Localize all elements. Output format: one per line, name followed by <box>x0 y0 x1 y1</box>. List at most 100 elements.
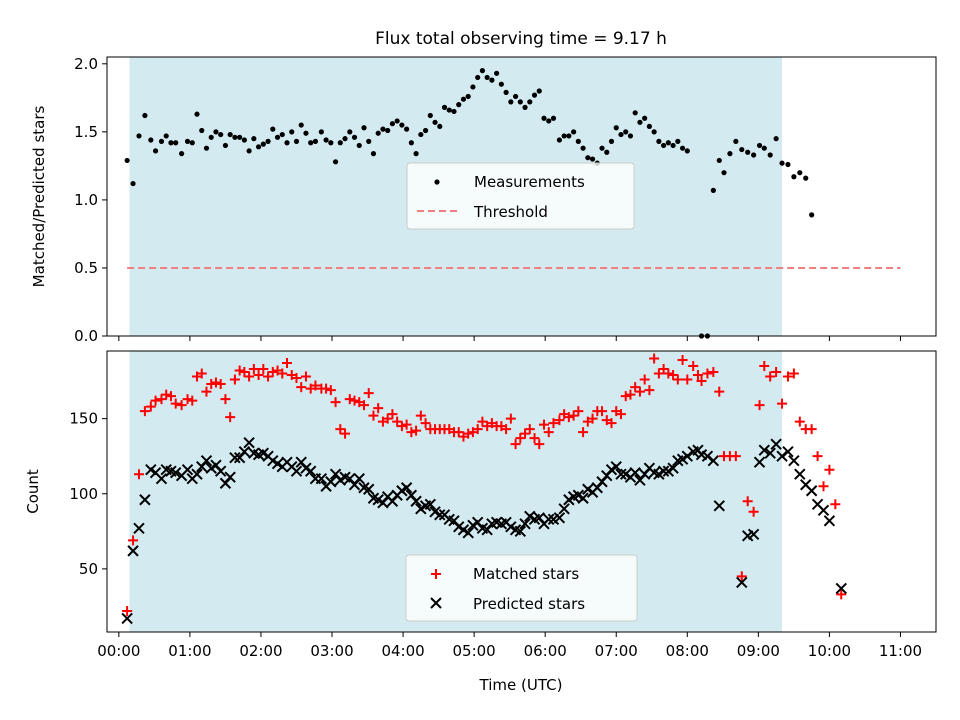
measurement-point <box>385 127 391 134</box>
matched-point <box>472 424 483 435</box>
measurement-point <box>498 81 504 87</box>
measurement-point <box>213 129 219 135</box>
matched-point <box>225 412 236 423</box>
matched-point <box>630 382 641 393</box>
matched-point <box>730 451 741 462</box>
matched-point <box>505 413 516 424</box>
measurement-point <box>791 174 797 180</box>
measurement-point <box>797 170 803 176</box>
x-tick-label: 11:00 <box>879 642 922 660</box>
matched-point <box>387 409 398 420</box>
matched-point <box>501 424 512 435</box>
chart-title: Flux total observing time = 9.17 h <box>375 29 667 49</box>
predicted-point <box>747 528 760 541</box>
matched-point <box>406 427 417 438</box>
measurement-point <box>803 175 809 181</box>
measurement-point <box>503 89 509 95</box>
measurement-point <box>767 152 773 158</box>
measurement-point <box>566 133 572 139</box>
measurement-point <box>623 129 629 135</box>
predicted-point <box>363 483 375 495</box>
measurement-point <box>413 151 419 157</box>
matched-point <box>658 364 669 375</box>
x-tick-label: 07:00 <box>595 642 638 660</box>
measurement-point <box>342 136 348 142</box>
matched-point <box>794 416 805 427</box>
predicted-point <box>133 522 145 535</box>
measurement-point <box>604 149 610 155</box>
measurement-point <box>370 151 377 157</box>
matched-point <box>788 368 799 379</box>
predicted-point <box>434 509 446 521</box>
measurement-point <box>710 187 716 193</box>
matched-point <box>335 424 346 435</box>
predicted-point <box>770 438 782 450</box>
matched-point <box>253 370 264 381</box>
measurement-point <box>733 138 739 144</box>
measurement-point <box>408 140 414 146</box>
top-marks <box>124 68 901 339</box>
matched-point <box>220 394 231 405</box>
measurement-point <box>142 112 148 119</box>
matched-point <box>639 374 650 385</box>
legend-matched-marker <box>431 569 441 579</box>
x-tick-label: 10:00 <box>808 642 851 660</box>
measurement-point <box>512 93 519 100</box>
measurement-point <box>632 110 638 116</box>
top-legend: Measurements Threshold <box>406 162 635 230</box>
measurement-point <box>184 138 191 144</box>
predicted-point <box>315 473 328 485</box>
matched-point <box>587 413 598 424</box>
predicted-point <box>615 468 627 480</box>
matched-point <box>714 386 725 397</box>
matched-point <box>170 398 181 409</box>
measurement-point <box>308 140 314 146</box>
top-axes-frame <box>106 56 937 337</box>
matched-point <box>215 379 226 390</box>
y-tick-label: 150 <box>69 410 98 428</box>
measurement-point <box>124 157 130 164</box>
measurement-point <box>289 129 295 135</box>
matched-point <box>736 571 747 582</box>
measurement-point <box>494 70 500 76</box>
measurement-point <box>265 138 271 144</box>
measurement-point <box>585 155 591 161</box>
matched-point <box>510 439 521 450</box>
matched-point <box>300 371 311 382</box>
matched-point <box>229 374 240 385</box>
matched-point <box>742 496 753 507</box>
predicted-point <box>410 495 422 507</box>
matched-point <box>453 427 464 438</box>
matched-point <box>258 364 269 375</box>
bottom-y-axis-label: Count <box>24 469 42 514</box>
matched-point <box>373 403 384 414</box>
matched-point <box>644 385 655 396</box>
measurement-point <box>522 104 528 110</box>
matched-point <box>696 376 707 387</box>
legend-threshold-label: Threshold <box>473 203 548 221</box>
measurement-point <box>637 119 643 125</box>
matched-point <box>277 368 288 379</box>
matched-point <box>368 410 379 421</box>
bottom-y-ticks: 50 100 150 <box>69 410 107 578</box>
measurement-point <box>527 99 533 105</box>
matched-point <box>310 380 321 391</box>
measurement-point <box>779 160 785 166</box>
matched-point <box>392 416 403 427</box>
y-tick-label: 50 <box>79 560 98 578</box>
measurement-point <box>651 129 657 135</box>
matched-point <box>754 400 765 411</box>
measurement-point <box>194 111 200 117</box>
measurement-point <box>260 141 266 147</box>
measurement-point <box>517 99 523 105</box>
top-y-axis-label: Matched/Predicted stars <box>30 106 48 288</box>
matched-point <box>420 418 431 429</box>
x-tick-label: 02:00 <box>239 642 282 660</box>
predicted-point <box>238 445 251 458</box>
matched-point <box>620 391 631 402</box>
matched-point <box>708 367 719 378</box>
matched-point <box>836 589 847 600</box>
measurement-point <box>489 77 495 83</box>
predicted-point <box>788 454 800 467</box>
